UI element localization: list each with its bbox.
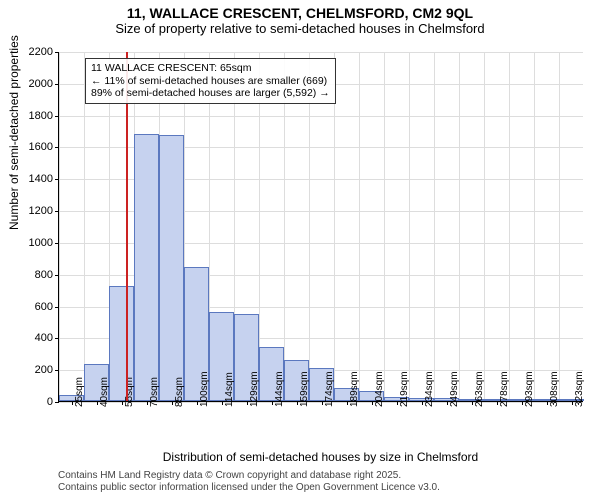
x-tick-label: 189sqm <box>349 371 360 407</box>
grid-v <box>484 52 485 401</box>
y-tick-label: 0 <box>47 396 53 408</box>
x-tick-label: 159sqm <box>299 371 310 407</box>
x-tick-label: 263sqm <box>474 371 485 407</box>
x-tick-mark <box>247 401 248 405</box>
x-tick-label: 234sqm <box>424 371 435 407</box>
grid-v <box>84 52 85 401</box>
x-tick-mark <box>97 401 98 405</box>
footer-attribution: Contains HM Land Registry data © Crown c… <box>58 470 440 494</box>
x-tick-label: 204sqm <box>374 371 385 407</box>
grid-v <box>559 52 560 401</box>
y-tick-label: 1400 <box>29 173 53 185</box>
y-tick-label: 1000 <box>29 237 53 249</box>
chart-container: 11, WALLACE CRESCENT, CHELMSFORD, CM2 9Q… <box>0 0 600 500</box>
footer-line-1: Contains HM Land Registry data © Crown c… <box>58 470 440 482</box>
x-tick-label: 25sqm <box>74 377 85 407</box>
grid-v <box>409 52 410 401</box>
x-tick-label: 100sqm <box>199 371 210 407</box>
grid-v <box>384 52 385 401</box>
histogram-bar <box>134 134 159 401</box>
x-tick-label: 129sqm <box>249 371 260 407</box>
x-tick-mark <box>372 401 373 405</box>
x-tick-mark <box>297 401 298 405</box>
y-tick-mark <box>55 402 59 403</box>
x-tick-mark <box>147 401 148 405</box>
y-tick-label: 2000 <box>29 78 53 90</box>
chart-title: 11, WALLACE CRESCENT, CHELMSFORD, CM2 9Q… <box>0 0 600 21</box>
callout-line-2: ← 11% of semi-detached houses are smalle… <box>91 75 330 88</box>
x-tick-label: 293sqm <box>524 371 535 407</box>
x-tick-mark <box>497 401 498 405</box>
grid-v <box>284 52 285 401</box>
x-tick-mark <box>197 401 198 405</box>
x-tick-label: 85sqm <box>174 377 185 407</box>
histogram-bar <box>159 135 184 401</box>
x-tick-mark <box>397 401 398 405</box>
callout-box: 11 WALLACE CRESCENT: 65sqm ← 11% of semi… <box>85 58 336 104</box>
grid-v <box>359 52 360 401</box>
y-tick-label: 800 <box>35 269 53 281</box>
grid-v <box>534 52 535 401</box>
x-tick-mark <box>322 401 323 405</box>
x-tick-label: 323sqm <box>574 371 585 407</box>
x-tick-mark <box>122 401 123 405</box>
x-tick-label: 249sqm <box>449 371 460 407</box>
grid-v <box>509 52 510 401</box>
x-tick-label: 40sqm <box>99 377 110 407</box>
y-tick-label: 200 <box>35 364 53 376</box>
y-tick-label: 1200 <box>29 205 53 217</box>
footer-line-2: Contains public sector information licen… <box>58 482 440 494</box>
x-tick-label: 144sqm <box>274 371 285 407</box>
callout-line-1: 11 WALLACE CRESCENT: 65sqm <box>91 62 330 75</box>
y-tick-label: 2200 <box>29 46 53 58</box>
x-tick-label: 278sqm <box>499 371 510 407</box>
y-tick-label: 1600 <box>29 141 53 153</box>
x-axis-label: Distribution of semi-detached houses by … <box>58 450 583 464</box>
x-tick-mark <box>72 401 73 405</box>
x-tick-mark <box>472 401 473 405</box>
x-tick-label: 114sqm <box>224 372 235 407</box>
x-tick-mark <box>347 401 348 405</box>
y-tick-label: 600 <box>35 301 53 313</box>
x-tick-mark <box>547 401 548 405</box>
x-tick-mark <box>222 401 223 405</box>
x-tick-label: 308sqm <box>549 371 560 407</box>
grid-h <box>59 116 583 117</box>
x-tick-mark <box>172 401 173 405</box>
callout-line-3: 89% of semi-detached houses are larger (… <box>91 87 330 100</box>
plot-area: 0200400600800100012001400160018002000220… <box>58 52 583 402</box>
y-axis-label: Number of semi-detached properties <box>7 35 21 230</box>
grid-v <box>434 52 435 401</box>
y-tick-label: 400 <box>35 332 53 344</box>
x-tick-mark <box>272 401 273 405</box>
x-tick-mark <box>447 401 448 405</box>
y-tick-label: 1800 <box>29 110 53 122</box>
x-tick-mark <box>522 401 523 405</box>
x-tick-mark <box>572 401 573 405</box>
grid-v <box>59 52 60 401</box>
grid-v <box>459 52 460 401</box>
grid-v <box>334 52 335 401</box>
x-tick-mark <box>422 401 423 405</box>
x-tick-label: 70sqm <box>149 377 160 407</box>
grid-h <box>59 52 583 53</box>
chart-subtitle: Size of property relative to semi-detach… <box>0 21 600 40</box>
property-marker-line <box>126 52 128 401</box>
x-tick-label: 174sqm <box>324 371 335 407</box>
x-tick-label: 219sqm <box>399 371 410 407</box>
grid-v <box>309 52 310 401</box>
